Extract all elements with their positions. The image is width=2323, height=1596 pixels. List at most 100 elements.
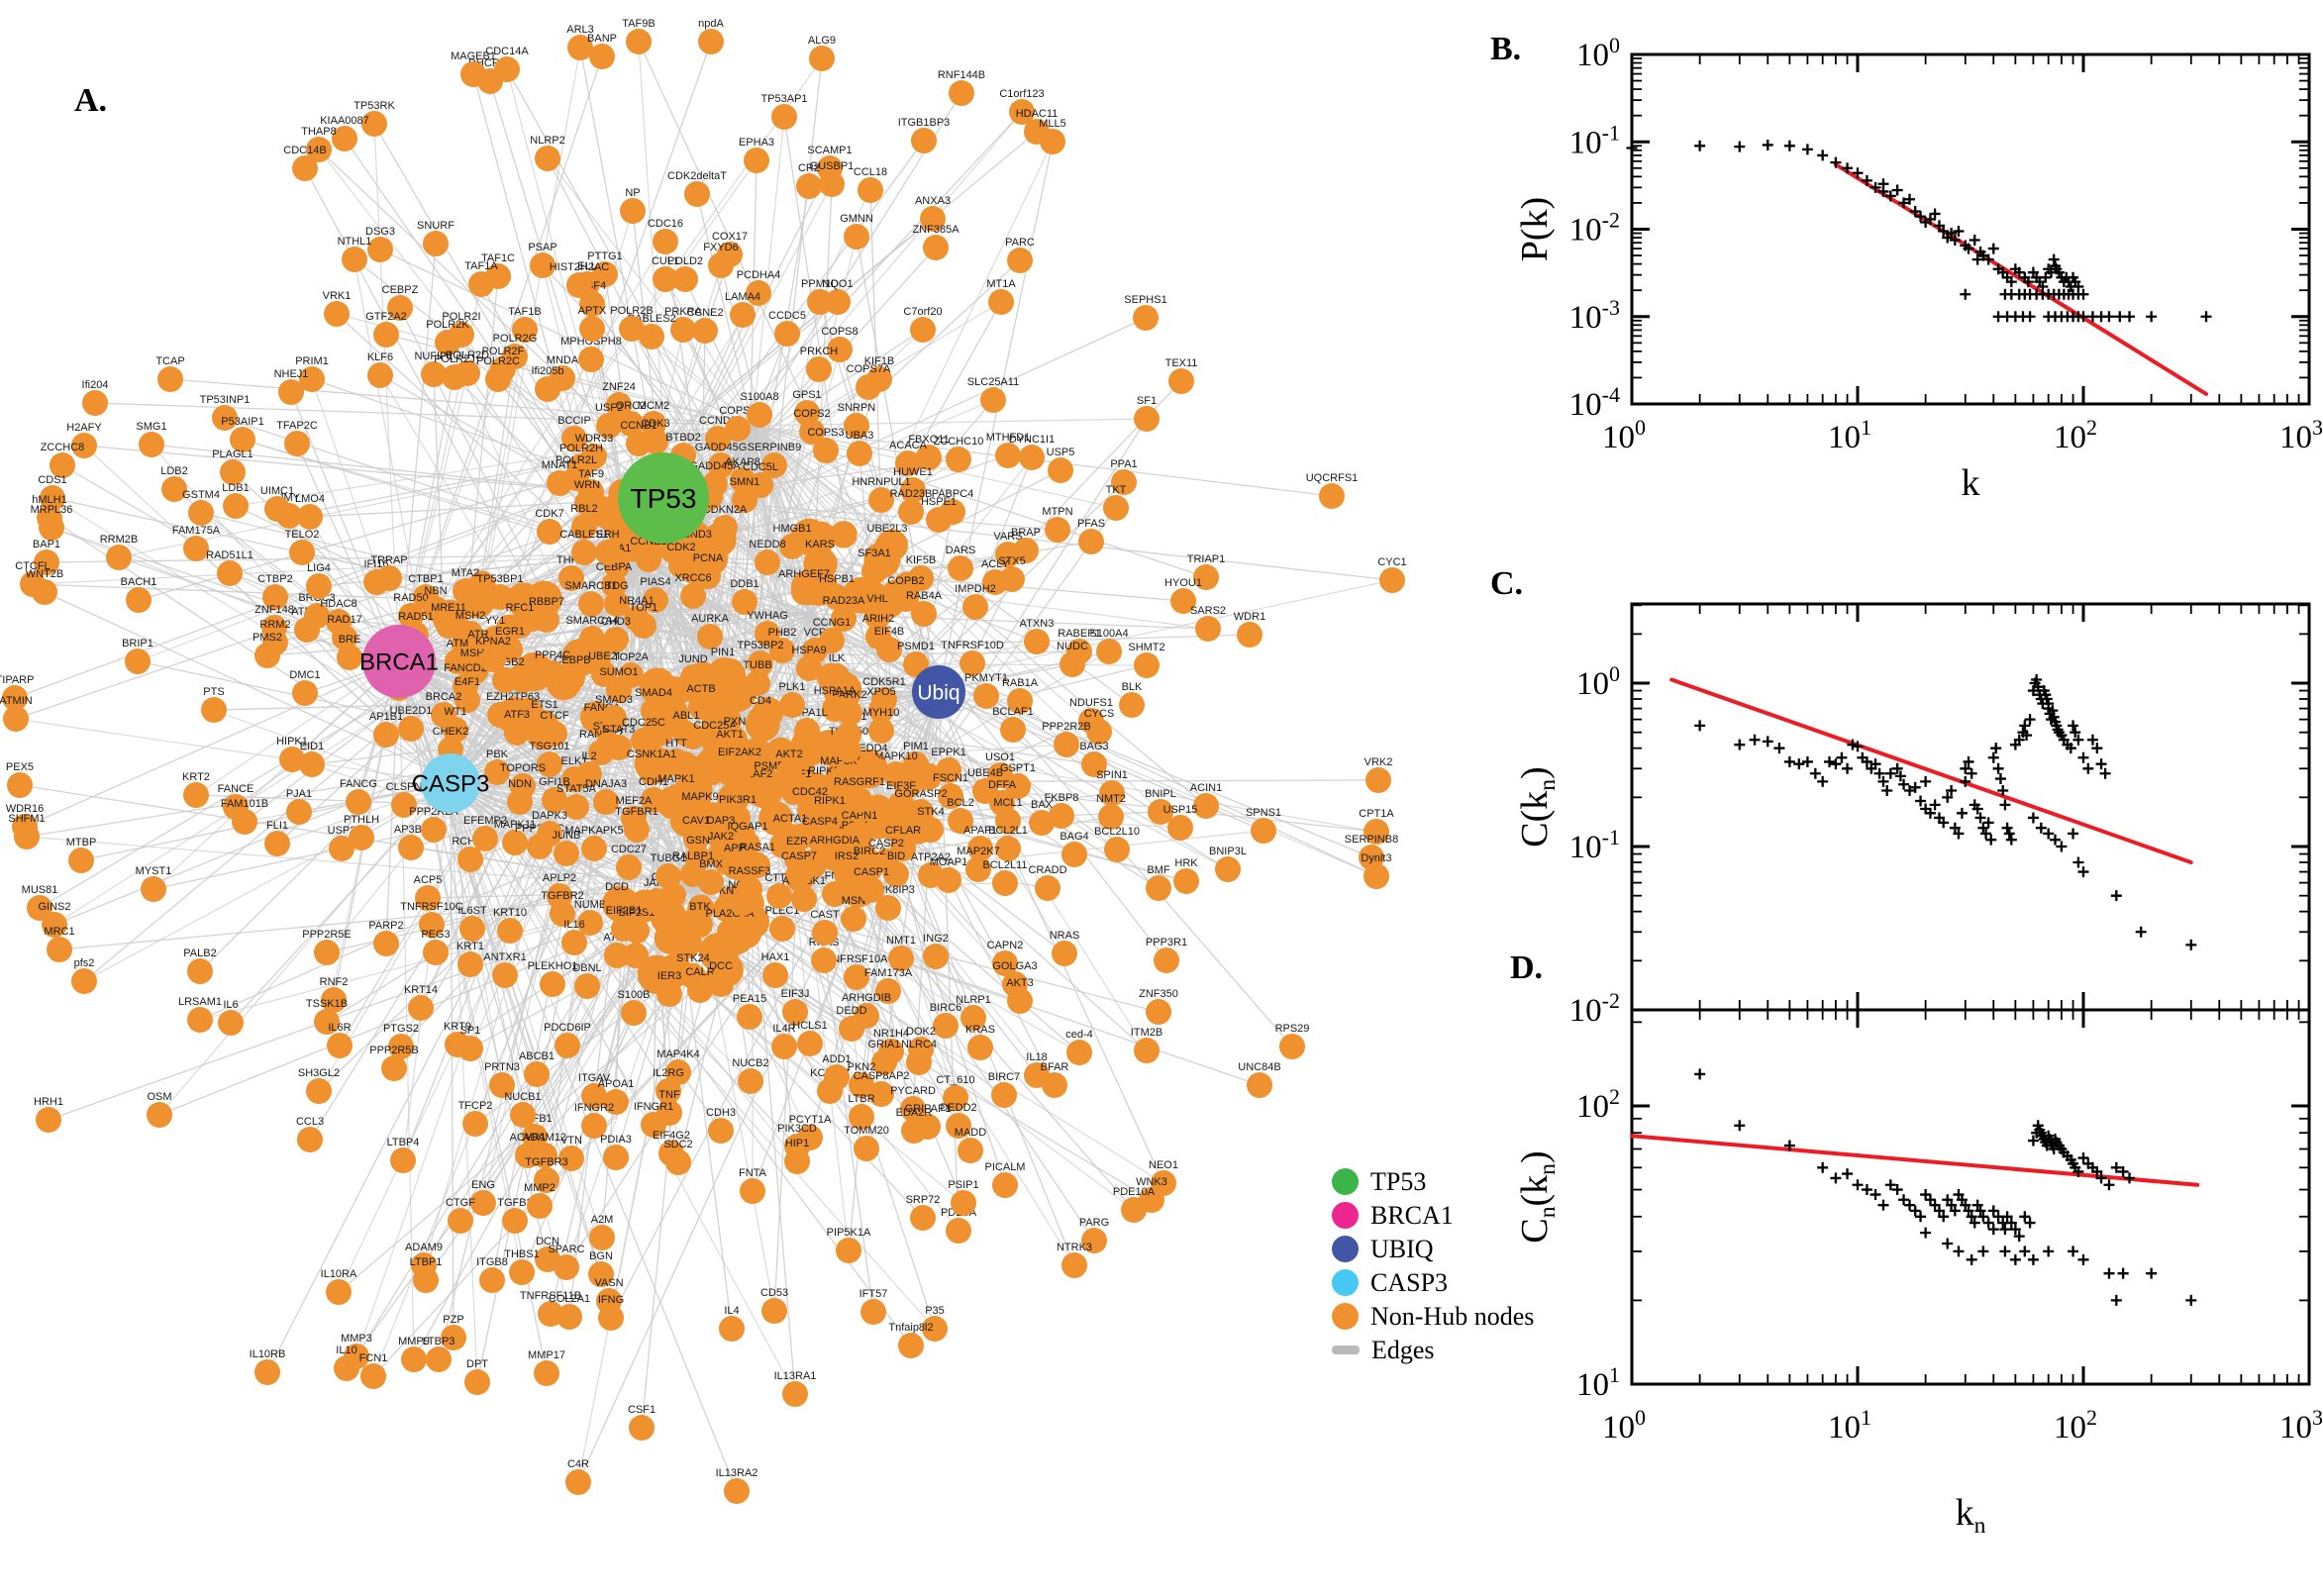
network-node: KARS: [805, 539, 835, 575]
network-node: DBNL: [572, 962, 602, 999]
network-node: MMP9: [398, 1336, 430, 1372]
network-node: DYNC1I1: [1009, 434, 1055, 470]
network-node: TAF1A: [464, 260, 498, 297]
network-node: BAX: [1029, 799, 1055, 836]
network-node: SUMO1: [599, 666, 639, 703]
network-node-label: CLSPN: [386, 781, 423, 793]
network-node: POLR2C: [476, 355, 520, 392]
network-node: TKT: [1103, 484, 1129, 521]
network-node: JUND: [678, 653, 708, 690]
network-node-label: ZNF24: [602, 381, 636, 393]
network-edge: [266, 425, 754, 1373]
network-node-label: CTGF: [446, 1197, 475, 1209]
network-node-label: NUCB1: [504, 1091, 541, 1103]
network-node-label: CDC14A: [485, 46, 529, 57]
network-node: IL6ST: [457, 905, 487, 942]
network-node-label: NMT1: [886, 935, 916, 947]
network-node-label: IL16: [563, 919, 584, 931]
network-node: DAPK3: [532, 810, 567, 847]
network-node: HUWE1: [893, 466, 933, 503]
network-node-label: CAPN1: [842, 810, 878, 822]
network-node: ANXA3: [915, 195, 951, 232]
network-node: MLL5: [1039, 118, 1066, 154]
network-edge: [32, 553, 635, 585]
network-node: IL13RA2: [716, 1467, 758, 1504]
network-node-label: FANCG: [340, 778, 377, 790]
network-node: PIK3R1: [719, 794, 757, 831]
network-node-label: CAPN2: [987, 940, 1024, 951]
network-node-label: IL10: [336, 1345, 356, 1356]
network-node-label: VARS: [993, 531, 1022, 543]
network-node: BCLAF1: [992, 706, 1034, 743]
network-node-label: EIF2S1: [619, 907, 656, 919]
network-node-label: SPARC: [548, 1244, 584, 1255]
network-node-label: BRE: [339, 634, 361, 646]
network-node: BRE: [337, 634, 362, 670]
network-node-label: GINS2: [38, 901, 70, 913]
network-edge: [450, 782, 858, 978]
network-edge: [450, 771, 653, 784]
network-node-label: BAG3: [1079, 741, 1108, 752]
network-node: ATXN3: [1020, 618, 1054, 654]
network-node: CT_610: [936, 1074, 975, 1111]
network-node-label: PIAS4: [640, 576, 670, 588]
network-edge: [752, 425, 1162, 813]
network-node: C7orf20: [903, 306, 943, 343]
network-node-label: VHL: [866, 593, 887, 605]
network-node-label: TNF: [658, 1089, 680, 1101]
network-node: APOA1: [598, 1078, 634, 1115]
network-node: ACACA: [889, 440, 928, 476]
tick-label: 102: [2054, 415, 2097, 455]
network-node-label: ACTA1: [773, 813, 808, 825]
network-node-label: ACIN1: [1190, 782, 1222, 794]
network-node-label: POLR2G: [493, 333, 538, 345]
network-node-label: TKT: [1106, 484, 1127, 496]
network-node-label: MUS81: [22, 884, 58, 896]
network-node: IL4R: [771, 1023, 797, 1059]
network-node-label: PPP4C: [535, 649, 570, 661]
network-edge: [230, 782, 452, 1024]
network-node-label: TSSK1B: [306, 998, 348, 1010]
network-node: BCL2L11: [982, 859, 1028, 896]
network-node: USP2: [328, 825, 355, 861]
network-edge: [633, 553, 672, 1154]
tick-label: 10-4: [1569, 382, 1620, 423]
network-node: LDB2: [160, 465, 188, 502]
network-node: ACP5: [414, 874, 442, 911]
network-node: PJA1: [286, 788, 312, 825]
network-edge: [304, 167, 694, 892]
network-node-label: PEG3: [421, 929, 450, 941]
network-node-label: GADD45A: [689, 460, 741, 472]
network-node: KRAS: [965, 1024, 995, 1060]
network-node: ZCCHC8: [41, 442, 84, 478]
network-edge: [450, 782, 773, 785]
network-node: PTHLH: [344, 814, 379, 850]
network-node-label: EFEMP2: [463, 815, 507, 827]
network-node-label: ATM: [447, 638, 468, 649]
network-node: USP15: [1163, 804, 1197, 841]
network-node: DARS: [946, 545, 975, 581]
network-node-label: RAD50: [393, 592, 428, 604]
network-node: BMX: [698, 858, 724, 895]
network-node: MRPL36: [31, 504, 72, 541]
network-node-label: NLRP1: [956, 994, 990, 1006]
hub-node-ubiq: Ubiq: [912, 665, 965, 719]
network-node: RBBP7: [529, 596, 564, 633]
network-node-label: IL13RA1: [774, 1370, 817, 1382]
network-node: RIPK1: [814, 795, 846, 832]
network-node: TGFBR2: [541, 890, 584, 927]
network-node-label: JUND: [678, 653, 707, 665]
network-node-label: SEPHS1: [1124, 294, 1166, 306]
network-node: APAF1: [963, 825, 997, 861]
network-node: HRH1: [34, 1096, 63, 1133]
network-node-label: HRH1: [34, 1096, 63, 1108]
network-node-label: MSN: [842, 895, 866, 907]
network-node: PDE10A: [1113, 1186, 1156, 1223]
network-node: BFAR: [1041, 1061, 1068, 1098]
network-node: EFEMP2: [463, 815, 507, 851]
network-node-label: ENG: [471, 1179, 495, 1191]
network-node-label: TNFRSF11B: [520, 1290, 581, 1302]
network-node-label: NMT2: [1096, 793, 1126, 805]
network-node-label: ING2: [923, 933, 949, 945]
network-node-label: PIN1: [711, 647, 735, 658]
